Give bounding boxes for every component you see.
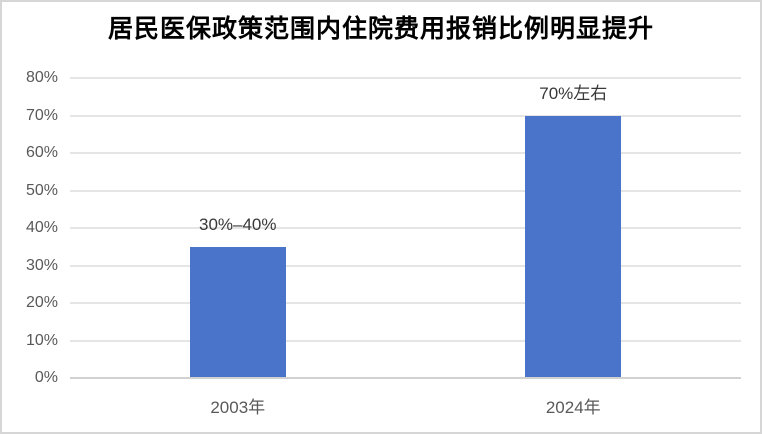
gridline-70% <box>70 114 741 117</box>
plot-area: 0% 10% 20% 30% 40% 50% 60% 70% 80% 30%–40% 2003年 70… <box>26 69 741 417</box>
chart-title: 居民医保政策范围内住院费用报销比例明显提升 <box>107 15 654 43</box>
y-tick-label-50%: 50% <box>25 181 58 199</box>
y-tick-label-30%: 30% <box>25 256 58 274</box>
x-tick-label-2003年: 2003年 <box>210 398 266 417</box>
y-tick-label-0%: 0% <box>34 369 58 386</box>
y-tick-label-10%: 10% <box>25 331 58 349</box>
data-label-2003年: 30%–40% <box>198 214 277 234</box>
bar-2024年 <box>525 115 622 377</box>
bar-2003年 <box>189 246 286 377</box>
gridline-20% <box>70 302 741 304</box>
gridline-60% <box>70 152 741 154</box>
gridline-40% <box>70 227 741 229</box>
y-tick-label-60%: 60% <box>25 144 58 161</box>
y-tick-label-70%: 70% <box>25 106 58 124</box>
y-tick-label-80%: 80% <box>25 69 58 86</box>
y-tick-label-20%: 20% <box>25 294 58 311</box>
x-axis-line <box>70 377 741 379</box>
data-label-2024年: 70%左右 <box>539 83 608 103</box>
gridline-30% <box>70 264 741 267</box>
gridline-50% <box>70 189 741 192</box>
gridline-80% <box>70 77 741 79</box>
x-tick-label-2024年: 2024年 <box>545 398 601 417</box>
gridline-10% <box>70 339 741 342</box>
y-tick-label-40%: 40% <box>25 219 58 236</box>
